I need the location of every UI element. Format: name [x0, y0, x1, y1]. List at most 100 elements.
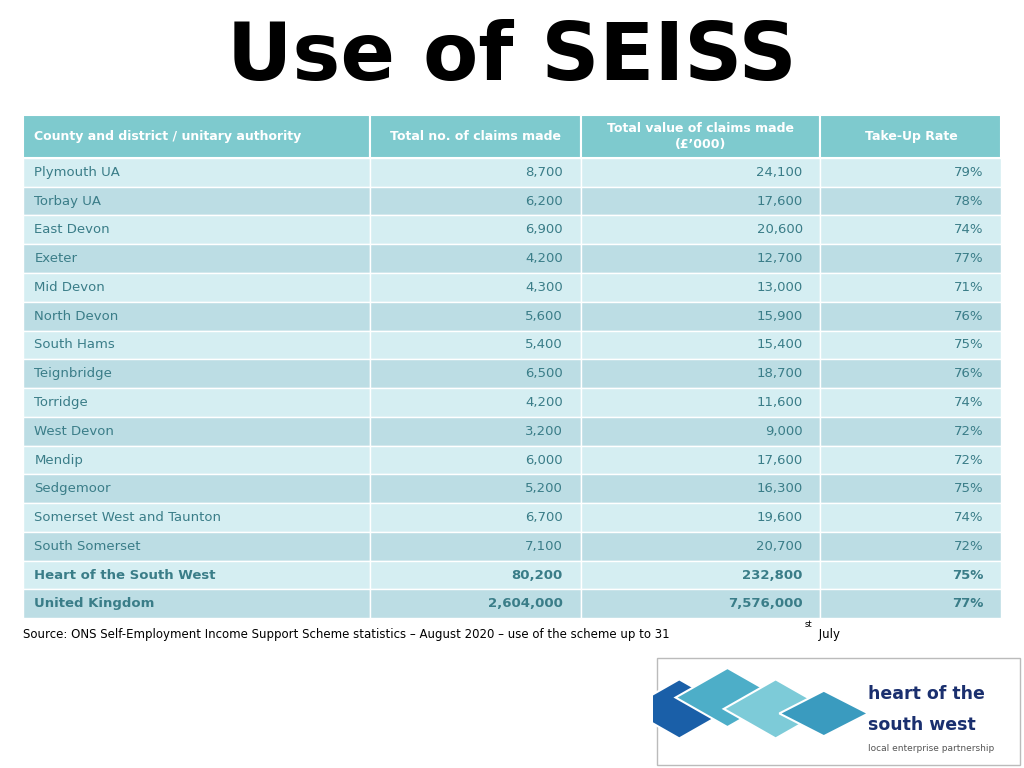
Bar — [23, 417, 370, 445]
Text: Heart of the South West: Heart of the South West — [34, 568, 216, 581]
Text: south west: south west — [868, 716, 976, 733]
Text: South Hams: South Hams — [34, 339, 115, 352]
Text: 75%: 75% — [952, 568, 984, 581]
FancyBboxPatch shape — [23, 115, 370, 158]
Text: 74%: 74% — [954, 223, 984, 237]
Bar — [370, 187, 581, 216]
Bar — [820, 388, 1001, 417]
Bar — [581, 561, 820, 590]
Bar — [820, 359, 1001, 388]
Bar — [370, 388, 581, 417]
Polygon shape — [676, 668, 779, 727]
Text: Total no. of claims made: Total no. of claims made — [390, 130, 561, 143]
Bar — [820, 302, 1001, 330]
Text: 76%: 76% — [954, 367, 984, 380]
Bar — [23, 244, 370, 273]
Text: 74%: 74% — [954, 396, 984, 409]
Bar — [370, 503, 581, 532]
Bar — [23, 388, 370, 417]
Bar — [23, 187, 370, 216]
Text: 11,600: 11,600 — [757, 396, 803, 409]
Text: 6,000: 6,000 — [525, 454, 563, 466]
Bar — [581, 388, 820, 417]
Text: 76%: 76% — [954, 310, 984, 323]
Text: 24,100: 24,100 — [757, 166, 803, 179]
Bar — [820, 475, 1001, 503]
Text: 80,200: 80,200 — [512, 568, 563, 581]
Text: 3,200: 3,200 — [525, 425, 563, 438]
Text: 78%: 78% — [954, 194, 984, 207]
Text: 6,900: 6,900 — [525, 223, 563, 237]
Text: www.exeter.ac.uk: www.exeter.ac.uk — [234, 701, 419, 721]
Text: 5,400: 5,400 — [525, 339, 563, 352]
Polygon shape — [779, 690, 868, 737]
Text: EXETER: EXETER — [20, 710, 110, 730]
Bar — [370, 158, 581, 187]
Text: 7,100: 7,100 — [525, 540, 563, 553]
Bar — [23, 330, 370, 359]
Text: County and district / unitary authority: County and district / unitary authority — [34, 130, 301, 143]
Text: 17,600: 17,600 — [757, 454, 803, 466]
Bar — [370, 302, 581, 330]
Text: Sedgemoor: Sedgemoor — [34, 482, 111, 495]
Text: 72%: 72% — [954, 454, 984, 466]
Text: 5,200: 5,200 — [525, 482, 563, 495]
Bar — [370, 359, 581, 388]
Text: 19,600: 19,600 — [757, 511, 803, 524]
Text: West Devon: West Devon — [34, 425, 114, 438]
Bar — [23, 273, 370, 302]
Bar — [370, 475, 581, 503]
Bar — [581, 302, 820, 330]
Text: heart of the: heart of the — [868, 685, 985, 703]
Bar — [581, 158, 820, 187]
Bar — [581, 273, 820, 302]
Bar — [581, 475, 820, 503]
Bar — [581, 590, 820, 618]
FancyBboxPatch shape — [370, 115, 581, 158]
Text: 9,000: 9,000 — [765, 425, 803, 438]
Bar — [820, 561, 1001, 590]
Bar — [23, 532, 370, 561]
Text: 15,900: 15,900 — [757, 310, 803, 323]
Text: South Somerset: South Somerset — [34, 540, 140, 553]
Bar — [370, 445, 581, 475]
Text: 16,300: 16,300 — [757, 482, 803, 495]
Text: 15,400: 15,400 — [757, 339, 803, 352]
Text: 6,700: 6,700 — [525, 511, 563, 524]
Text: 75%: 75% — [954, 482, 984, 495]
Bar — [820, 244, 1001, 273]
Text: 4,200: 4,200 — [525, 396, 563, 409]
Bar — [820, 503, 1001, 532]
Text: 72%: 72% — [954, 425, 984, 438]
Text: Exeter: Exeter — [34, 252, 77, 265]
Text: 74%: 74% — [954, 511, 984, 524]
Text: 18,700: 18,700 — [757, 367, 803, 380]
Text: 4,200: 4,200 — [525, 252, 563, 265]
Bar — [581, 216, 820, 244]
Text: 6,200: 6,200 — [525, 194, 563, 207]
Bar — [820, 330, 1001, 359]
Bar — [581, 532, 820, 561]
Bar — [370, 216, 581, 244]
Bar — [370, 244, 581, 273]
Bar — [581, 359, 820, 388]
Text: Mid Devon: Mid Devon — [34, 281, 105, 294]
Bar — [820, 187, 1001, 216]
Bar — [820, 216, 1001, 244]
Text: 232,800: 232,800 — [742, 568, 803, 581]
Bar — [23, 216, 370, 244]
Text: 17,600: 17,600 — [757, 194, 803, 207]
Text: local enterprise partnership: local enterprise partnership — [868, 744, 994, 753]
Text: 75%: 75% — [954, 339, 984, 352]
Text: United Kingdom: United Kingdom — [34, 598, 155, 611]
Bar — [370, 561, 581, 590]
Bar — [23, 158, 370, 187]
Text: 7,576,000: 7,576,000 — [728, 598, 803, 611]
Bar — [581, 330, 820, 359]
Text: Teignbridge: Teignbridge — [34, 367, 113, 380]
Text: 6,500: 6,500 — [525, 367, 563, 380]
Text: Mendip: Mendip — [34, 454, 83, 466]
Text: 20,600: 20,600 — [757, 223, 803, 237]
Text: 12,700: 12,700 — [757, 252, 803, 265]
Text: 4,300: 4,300 — [525, 281, 563, 294]
